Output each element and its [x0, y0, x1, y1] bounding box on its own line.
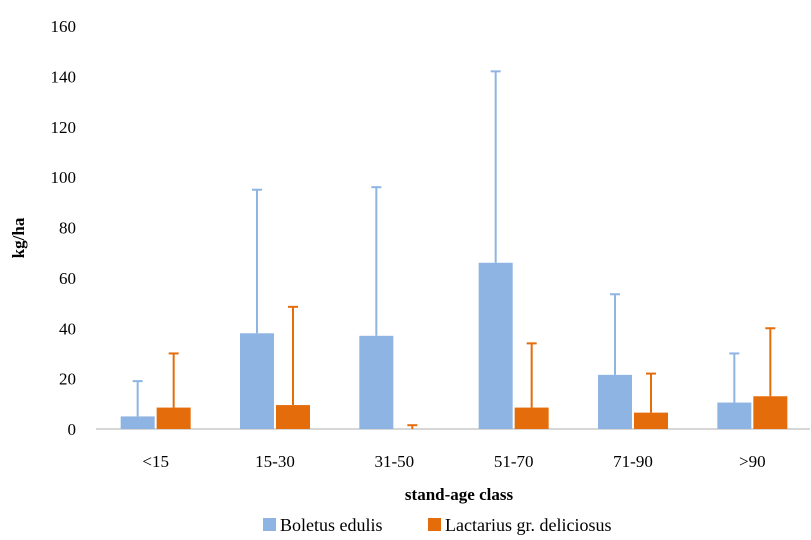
bar-boletus	[478, 262, 513, 429]
x-tick-label: 31-50	[374, 452, 414, 471]
bar-lactarius	[156, 407, 191, 429]
legend-swatch-lactarius	[428, 518, 441, 531]
y-tick-label: 20	[59, 370, 76, 389]
y-tick-label: 60	[59, 269, 76, 288]
legend-label-lactarius: Lactarius gr. deliciosus	[445, 515, 611, 535]
legend: Boletus edulis Lactarius gr. deliciosus	[263, 515, 611, 535]
x-axis-title: stand-age class	[405, 485, 514, 504]
y-tick-label: 0	[68, 420, 77, 439]
bars	[120, 262, 788, 429]
bar-boletus	[120, 416, 155, 429]
x-tick-label: 51-70	[494, 452, 534, 471]
legend-swatch-boletus	[263, 518, 276, 531]
bar-boletus	[359, 335, 394, 429]
y-tick-label: 100	[51, 168, 77, 187]
y-tick-label: 160	[51, 17, 77, 36]
bar-lactarius	[514, 407, 549, 429]
bar-boletus	[240, 333, 274, 429]
x-tick-label: >90	[739, 452, 766, 471]
bar-boletus	[717, 402, 752, 429]
y-tick-label: 80	[59, 219, 76, 238]
y-tick-label: 120	[51, 118, 77, 137]
y-axis-title: kg/ha	[9, 217, 28, 258]
y-tick-label: 140	[51, 67, 77, 86]
x-axis-ticks: <15 15-30 31-50 51-70 71-90 >90	[142, 452, 765, 471]
y-axis-ticks: 0 20 40 60 80 100 120 140 160	[51, 17, 77, 439]
y-tick-label: 40	[59, 319, 76, 338]
x-tick-label: <15	[142, 452, 169, 471]
x-tick-label: 15-30	[255, 452, 295, 471]
bar-lactarius	[634, 412, 668, 429]
error-bars	[132, 70, 776, 429]
bar-lactarius	[753, 396, 788, 429]
x-tick-label: 71-90	[613, 452, 653, 471]
bar-lactarius	[276, 405, 310, 429]
legend-label-boletus: Boletus edulis	[280, 515, 383, 535]
bar-boletus	[598, 374, 632, 429]
